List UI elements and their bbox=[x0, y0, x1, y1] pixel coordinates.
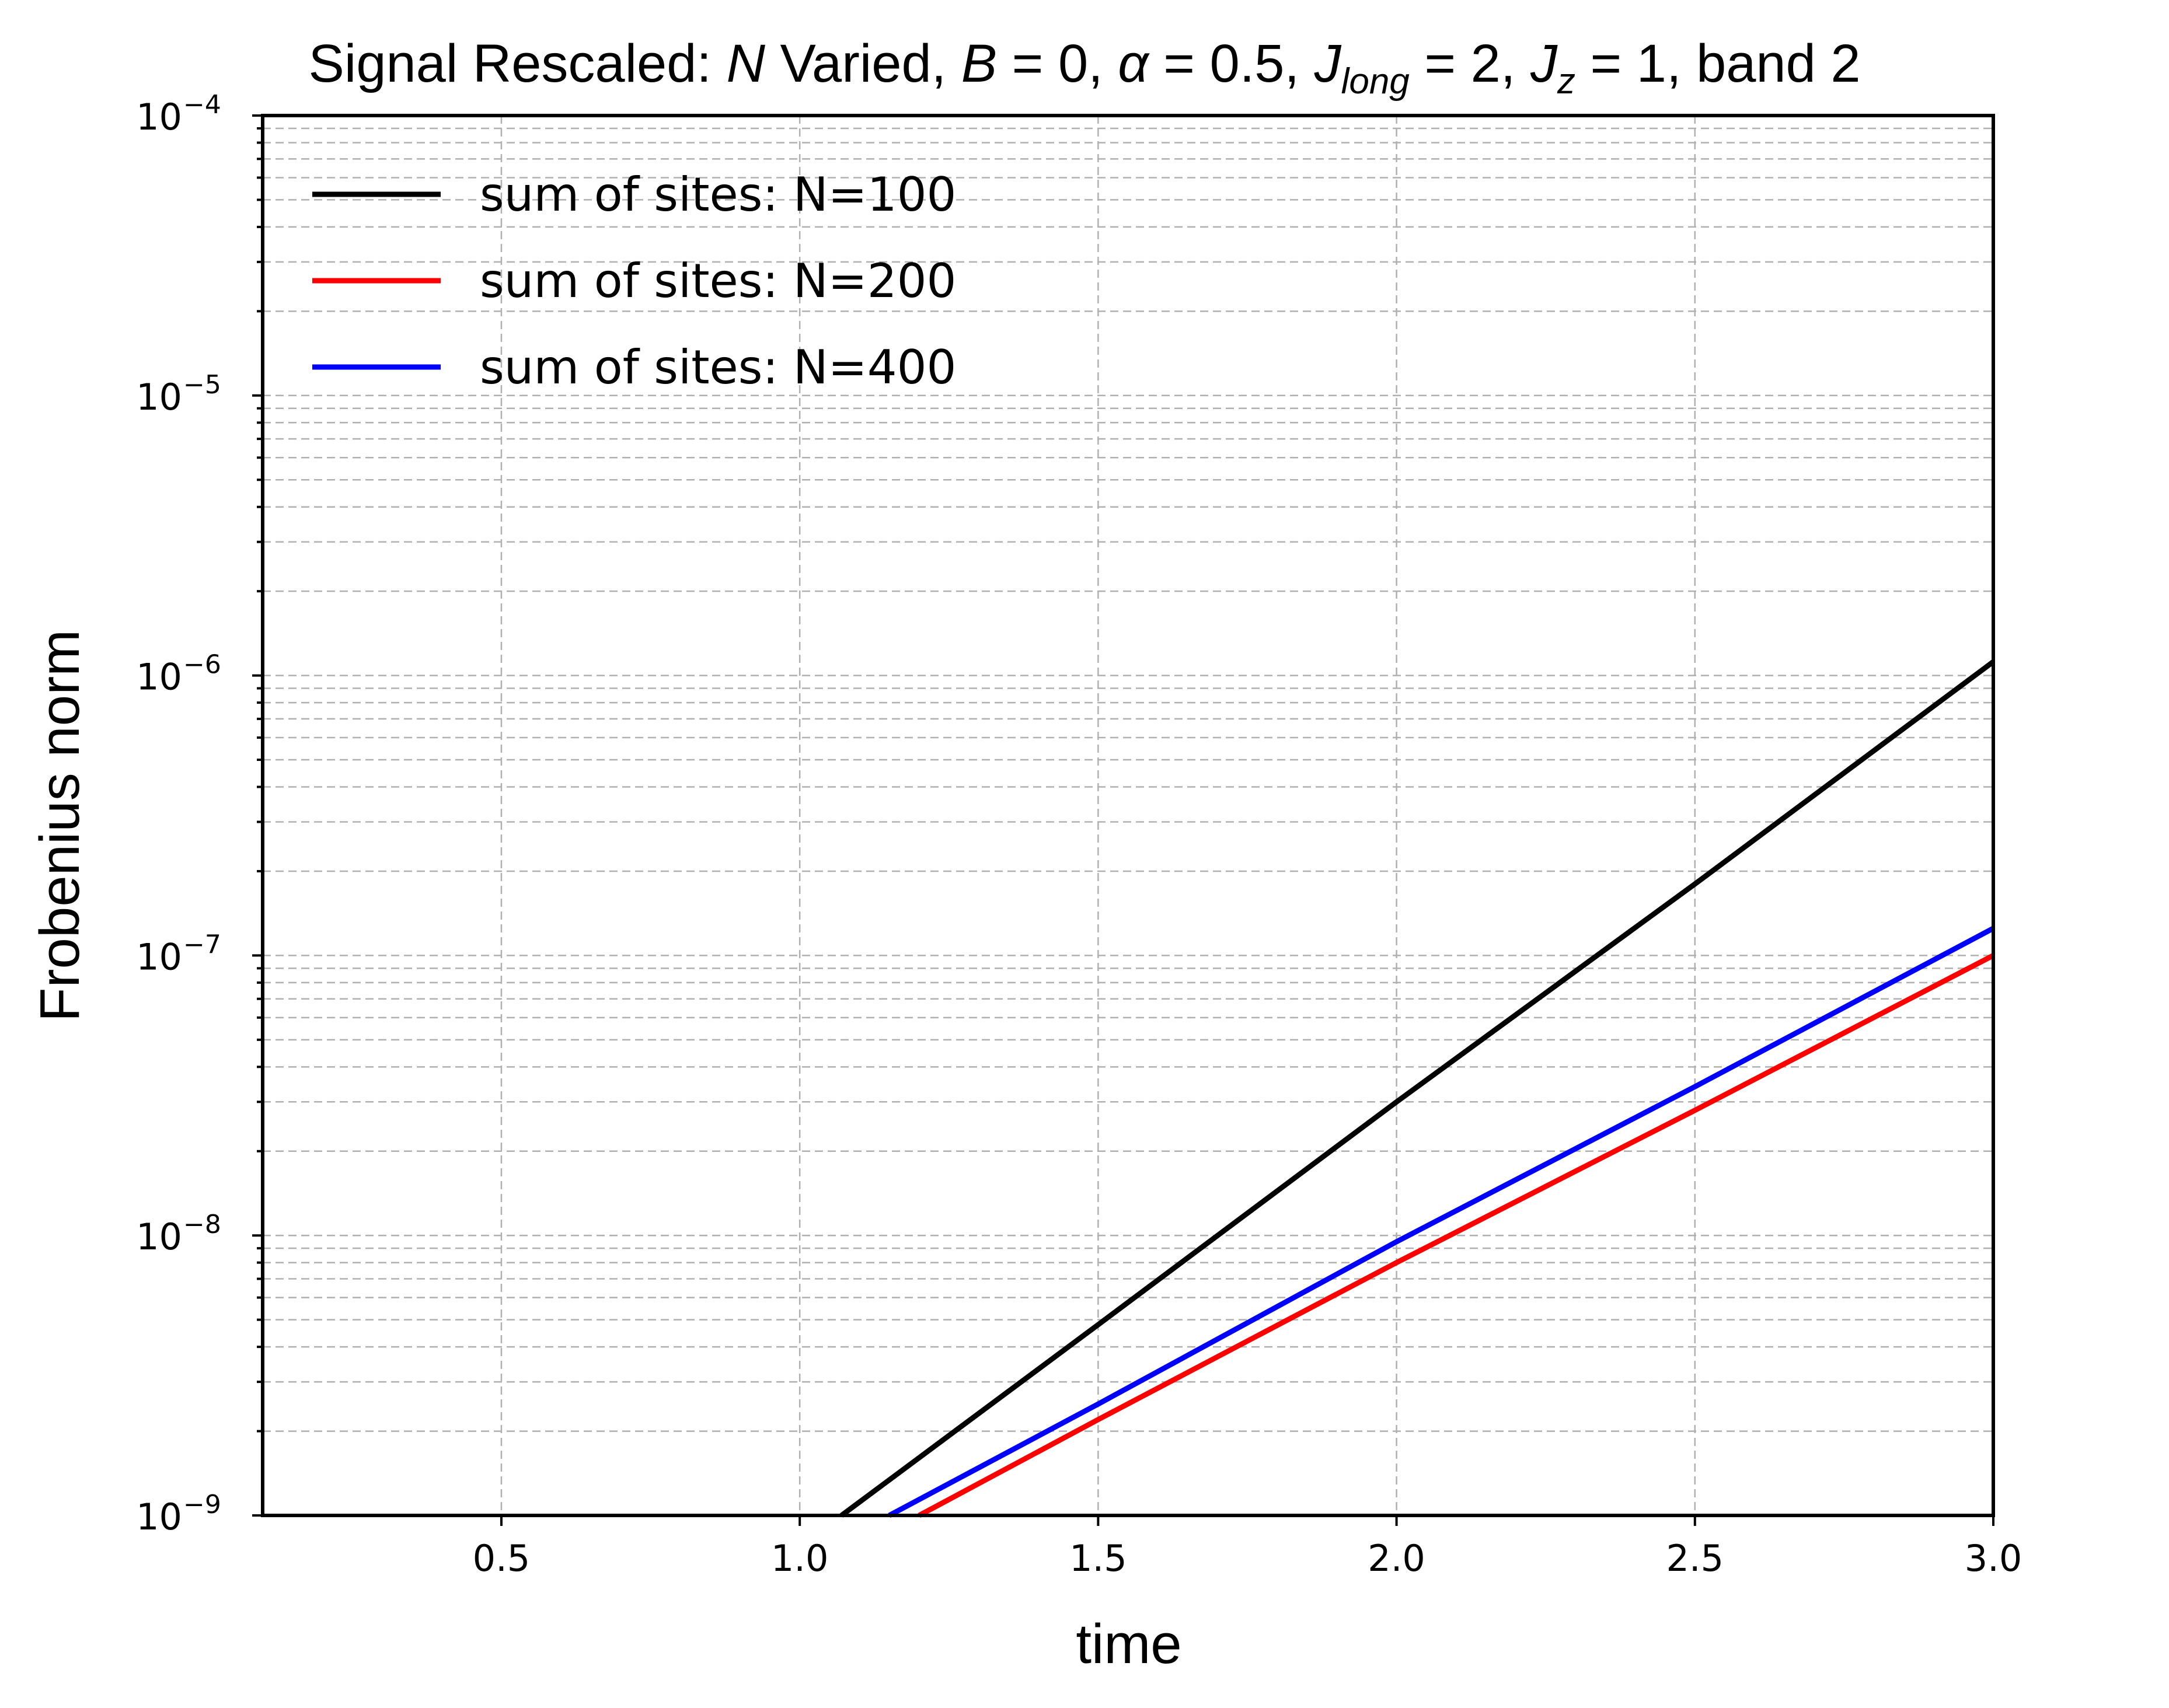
x-tick-label: 0.5 bbox=[473, 1537, 531, 1580]
y-tick-exponent: −8 bbox=[183, 1210, 221, 1239]
legend: sum of sites: N=100 sum of sites: N=200 su… bbox=[312, 167, 956, 394]
y-tick-label: 10 bbox=[136, 376, 182, 418]
x-tick-label: 2.5 bbox=[1666, 1537, 1724, 1580]
y-tick-exponent: −4 bbox=[183, 90, 221, 120]
y-tick-label: 10 bbox=[136, 96, 182, 138]
legend-label: sum of sites: N=100 bbox=[480, 167, 956, 222]
x-axis-label: time bbox=[1076, 1613, 1181, 1675]
series-line-sum-of-sites-n-400 bbox=[888, 925, 1995, 1518]
y-tick-label: 10 bbox=[136, 656, 182, 698]
grid bbox=[263, 116, 1994, 1517]
y-tick-labels: 10−910−810−710−610−510−4 bbox=[136, 90, 221, 1538]
series-line-sum-of-sites-n-200 bbox=[918, 953, 1995, 1518]
plot-frame bbox=[261, 114, 1995, 1517]
y-tick-exponent: −5 bbox=[183, 370, 221, 400]
legend-label: sum of sites: N=200 bbox=[480, 254, 956, 308]
x-tick-label: 3.0 bbox=[1965, 1537, 2022, 1580]
legend-label: sum of sites: N=400 bbox=[480, 340, 956, 394]
y-axis-label: Frobenius norm bbox=[29, 630, 91, 1022]
series-line-sum-of-sites-n-100 bbox=[840, 659, 1995, 1518]
y-tick-label: 10 bbox=[136, 935, 182, 978]
y-tick-label: 10 bbox=[136, 1215, 182, 1258]
y-tick-exponent: −6 bbox=[183, 650, 221, 680]
y-tick-label: 10 bbox=[136, 1496, 182, 1538]
x-tick-label: 1.5 bbox=[1069, 1537, 1127, 1580]
y-tick-exponent: −9 bbox=[183, 1490, 221, 1520]
y-tick-exponent: −7 bbox=[183, 930, 221, 959]
axis-ticks bbox=[252, 114, 1994, 1526]
series-lines bbox=[840, 659, 1995, 1518]
chart-title: Signal Rescaled: N Varied, B = 0, α = 0.… bbox=[309, 34, 1861, 102]
x-tick-label: 1.0 bbox=[771, 1537, 829, 1580]
x-tick-label: 2.0 bbox=[1368, 1537, 1425, 1580]
x-tick-labels: 0.5 1.0 1.5 2.0 2.5 3.0 bbox=[473, 1537, 2022, 1580]
